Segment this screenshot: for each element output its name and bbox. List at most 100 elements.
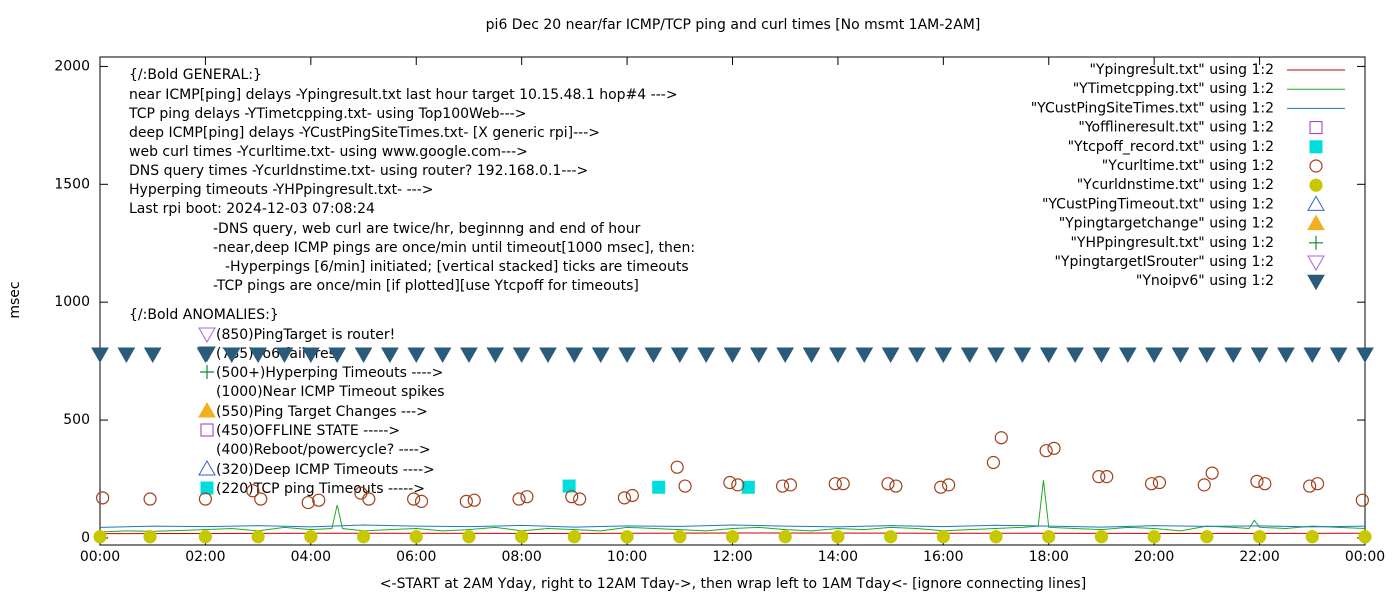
- legend-label: "YHPpingresult.txt" using 1:2: [1070, 235, 1274, 251]
- marker-circle: [1047, 441, 1061, 455]
- marker-down-triangle: [591, 347, 610, 364]
- marker-down-triangle: [301, 347, 320, 364]
- legend-swatch: [1307, 214, 1325, 231]
- annotation: (220)TCP ping Timeouts ----->: [216, 481, 425, 497]
- marker-circle: [884, 530, 898, 544]
- y-tick-label: 0: [81, 530, 90, 546]
- marker-circle: [934, 480, 948, 494]
- marker-square: [200, 423, 214, 437]
- annotation: web curl times -Ycurltime.txt- using www…: [129, 144, 528, 160]
- marker-down-triangle: [1066, 347, 1084, 364]
- marker-circle: [889, 479, 903, 493]
- marker-triangle: [198, 459, 216, 476]
- annotation: {/:Bold ANOMALIES:}: [129, 307, 279, 323]
- marker-plus: [200, 365, 214, 379]
- marker-circle: [989, 530, 1003, 544]
- marker-down-triangle: [1118, 347, 1137, 364]
- marker-down-triangle: [486, 347, 505, 364]
- legend-label: "Ytcpoff_record.txt" using 1:2: [1068, 139, 1274, 155]
- marker-down-triangle: [855, 347, 874, 364]
- marker-circle: [198, 492, 213, 506]
- y-tick-label: 500: [63, 412, 90, 428]
- marker-circle: [1355, 493, 1369, 507]
- marker-circle: [1147, 530, 1161, 544]
- marker-circle: [1358, 530, 1372, 544]
- marker-down-triangle: [1171, 347, 1190, 364]
- marker-square: [652, 480, 666, 494]
- marker-circle: [1144, 477, 1159, 491]
- marker-down-triangle: [881, 347, 900, 364]
- marker-down-triangle: [1329, 347, 1348, 364]
- x-tick-label: 12:00: [712, 549, 752, 565]
- marker-circle: [673, 530, 687, 544]
- marker-down-triangle: [407, 347, 426, 364]
- annotation: (1000)Near ICMP Timeout spikes: [216, 384, 445, 400]
- marker-down-triangle: [539, 347, 557, 364]
- marker-circle: [304, 530, 318, 544]
- legend-swatch: [1307, 195, 1325, 211]
- annotation: (450)OFFLINE STATE ----->: [216, 423, 400, 439]
- marker-down-triangle: [117, 347, 136, 364]
- legend-swatch: [1309, 159, 1323, 173]
- marker-down-triangle: [1039, 347, 1058, 364]
- marker-circle: [831, 530, 845, 544]
- marker-down-triangle: [381, 347, 399, 364]
- x-tick-label: 22:00: [1239, 549, 1279, 565]
- marker-down-triangle: [1277, 347, 1295, 364]
- marker-circle: [96, 491, 110, 505]
- marker-circle: [775, 479, 790, 493]
- marker-circle: [93, 530, 107, 544]
- marker-circle: [565, 490, 579, 504]
- marker-circle: [462, 530, 476, 544]
- annotation: -TCP pings are once/min [if plotted][use…: [213, 278, 639, 294]
- legend-swatch: [1309, 121, 1323, 135]
- legend-label: "Ypingtargetchange" using 1:2: [1059, 216, 1274, 232]
- marker-down-triangle: [275, 347, 294, 364]
- marker-down-triangle: [565, 347, 584, 364]
- marker-down-triangle: [328, 347, 347, 364]
- x-axis-label: <-START at 2AM Yday, right to 12AM Tday-…: [380, 576, 1086, 592]
- marker-down-triangle: [1250, 347, 1269, 364]
- marker-circle: [1205, 466, 1219, 480]
- legend-label: "YCustPingSiteTimes.txt" using 1:2: [1031, 100, 1274, 116]
- marker-circle: [467, 493, 481, 507]
- marker-down-triangle: [222, 347, 241, 364]
- annotation: -DNS query, web curl are twice/hr, begin…: [213, 221, 641, 237]
- marker-circle: [1042, 530, 1056, 544]
- marker-circle: [1258, 477, 1272, 491]
- marker-down-triangle: [460, 347, 478, 364]
- x-tick-label: 06:00: [396, 549, 436, 565]
- legend-swatch: [1309, 235, 1323, 250]
- x-tick-label: 18:00: [1029, 549, 1069, 565]
- marker-circle: [1039, 444, 1053, 458]
- marker-circle: [1250, 474, 1264, 488]
- marker-down-triangle: [1303, 347, 1322, 364]
- marker-circle: [828, 477, 842, 491]
- marker-down-triangle: [1145, 347, 1164, 364]
- legend-label: "Yofflineresult.txt" using 1:2: [1078, 120, 1274, 136]
- marker-down-triangle: [1198, 347, 1216, 364]
- marker-down-triangle: [512, 347, 531, 364]
- legend-label: "Ycurltime.txt" using 1:2: [1102, 158, 1274, 174]
- marker-circle: [414, 494, 429, 508]
- marker-circle: [1152, 475, 1167, 490]
- chart-title: pi6 Dec 20 near/far ICMP/TCP ping and cu…: [486, 17, 981, 33]
- marker-circle: [625, 488, 639, 503]
- x-tick-label: 00:00: [80, 549, 120, 565]
- marker-down-triangle: [1013, 347, 1032, 364]
- marker-down-triangle: [934, 347, 953, 364]
- marker-down-triangle: [987, 347, 1005, 364]
- annotation: DNS query times -Ycurldnstime.txt- using…: [129, 163, 588, 179]
- series-line: [99, 480, 1366, 533]
- marker-down-triangle: [829, 347, 847, 364]
- marker-circle: [312, 493, 326, 507]
- marker-circle: [723, 475, 737, 490]
- marker-circle: [670, 460, 684, 474]
- annotation: (850)PingTarget is router!: [216, 327, 395, 343]
- marker-down-triangle: [1092, 347, 1111, 364]
- marker-square: [562, 479, 576, 493]
- marker-circle: [1197, 478, 1211, 492]
- y-axis-label: msec: [7, 281, 23, 318]
- marker-circle: [1252, 530, 1267, 544]
- x-tick-label: 10:00: [607, 549, 647, 565]
